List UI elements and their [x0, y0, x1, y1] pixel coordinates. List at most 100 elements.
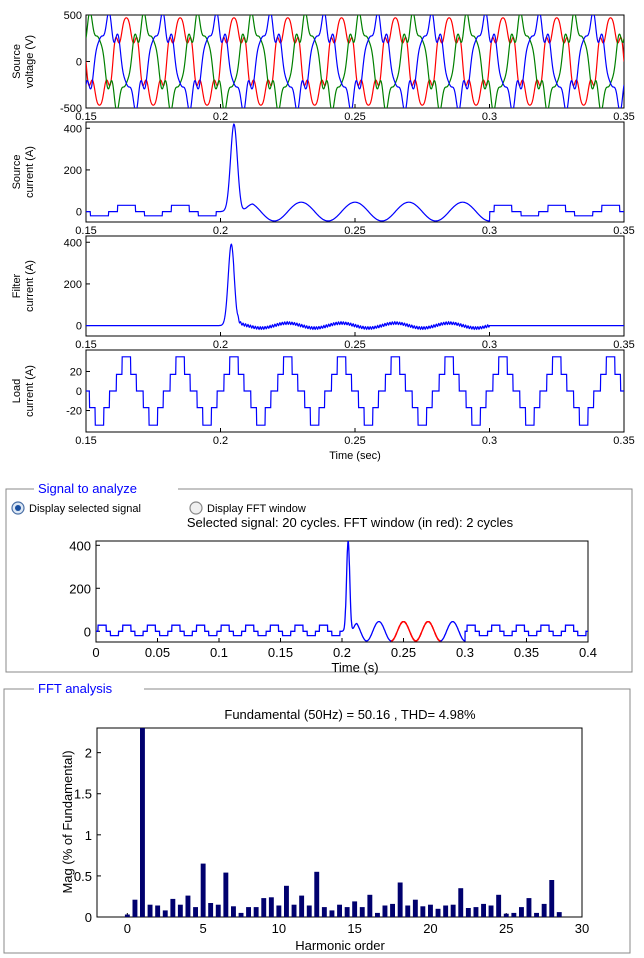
scope-xlabel: Time (sec): [329, 450, 381, 462]
signal-group: Signal to analyze Display selected signa…: [5, 481, 633, 675]
fft-bar: [465, 908, 471, 917]
fft-bar: [140, 728, 145, 917]
fft-bar: [162, 910, 168, 917]
fft-ytick-label: 0.5: [74, 869, 92, 884]
radio-display-selected[interactable]: Display selected signal: [11, 501, 141, 515]
scope-ytick-label: 400: [64, 123, 82, 135]
fft-bar: [208, 903, 214, 917]
scope-plot-frame: [85, 235, 625, 337]
fft-bar: [549, 880, 555, 917]
fft-xtick-label: 30: [575, 921, 589, 936]
fft-xtick-label: 5: [199, 921, 206, 936]
signal-xtick-label: 0.35: [514, 645, 539, 660]
fft-bar: [253, 907, 259, 917]
fft-bar: [359, 907, 365, 917]
fft-bar: [473, 907, 479, 917]
scope-ylabel-line1: Filter: [11, 273, 23, 298]
fft-bar: [458, 888, 464, 917]
scope-ylabel-line2: current (A): [24, 146, 36, 198]
scope-ytick-label: 0: [76, 321, 82, 333]
scope-ytick-label: 200: [64, 279, 82, 291]
fft-xtick-label: 25: [499, 921, 513, 936]
current-line: [86, 123, 624, 222]
scope-plot-3: 400 200 0 0.15 0.2 0.25 0.3 0.35 Filter current (…: [11, 235, 635, 351]
scope-xtick-label: 0.35: [613, 435, 634, 447]
scope-xtick-label: 0.3: [482, 339, 497, 351]
signal-xtick-label: 0.1: [210, 645, 228, 660]
scope-ytick-label: 0: [76, 386, 82, 398]
scope-ytick-label: 500: [64, 10, 82, 22]
scope-panels: 500 0 -500 0.15 0.2 0.25 0.3 0.35 Source voltage …: [11, 10, 635, 447]
fft-bar: [261, 898, 267, 917]
fft-bar: [200, 863, 206, 917]
fft-bar: [519, 907, 524, 917]
fft-bar: [215, 904, 221, 917]
radio-selected-dot: [15, 505, 21, 511]
fft-bar: [231, 906, 236, 917]
scope-ytick-label: -20: [66, 406, 82, 418]
fft-xtick-label: 15: [347, 921, 361, 936]
fft-bar: [314, 871, 320, 917]
scope-ylabel-line2: current (A): [24, 365, 36, 417]
fft-ylabel: Mag (% of Fundamental): [60, 750, 75, 893]
signal-ytick-label: 200: [69, 581, 91, 596]
fft-bar: [268, 897, 274, 917]
scope-xtick-label: 0.35: [613, 339, 634, 351]
fft-bar: [375, 912, 380, 917]
scope-ylabel-line2: current (A): [24, 260, 36, 312]
fft-group: FFT analysis Fundamental (50Hz) = 50.16 …: [3, 681, 631, 954]
signal-xtick-label: 0: [92, 645, 99, 660]
scope-ytick-label: -500: [60, 103, 82, 115]
fft-bar: [420, 906, 426, 917]
radio-display-fft[interactable]: Display FFT window: [189, 501, 306, 515]
fft-bar: [397, 882, 403, 917]
fft-bar: [541, 903, 547, 917]
signal-xtick-label: 0.2: [333, 645, 351, 660]
fft-bar: [382, 905, 388, 917]
scope-plot-2: 400 200 0 0.15 0.2 0.25 0.3 0.35 Source current (…: [11, 121, 635, 237]
fft-bar: [496, 894, 502, 917]
scope-ytick-label: 0: [76, 207, 82, 219]
voltage-phase-c-line: [86, 15, 624, 108]
fft-bar: [503, 913, 509, 917]
voltage-phase-a-line: [86, 17, 624, 106]
signal-fft-window-line: [391, 620, 441, 642]
scope-plot-frame: [85, 121, 625, 223]
fft-bar: [526, 898, 532, 917]
fft-bar: [306, 905, 312, 917]
scope-plot-4: 20 0 -20 0.15 0.2 0.25 0.3 0.35 Load current (A): [11, 349, 635, 447]
fft-bar: [238, 912, 244, 917]
fft-xtick-label: 10: [272, 921, 286, 936]
signal-xtick-label: 0.25: [391, 645, 416, 660]
fft-bar: [352, 901, 358, 917]
fft-group-title-bg: [34, 681, 144, 697]
scope-xtick-label: 0.25: [344, 339, 365, 351]
scope-xtick-label: 0.2: [213, 435, 228, 447]
fft-plot: 2 1.5 1 0.5 0 0 5 10 15 20 25 30: [74, 727, 589, 936]
scope-ylabel-line1: Source: [11, 44, 23, 79]
radio-fft-outer[interactable]: [189, 501, 203, 515]
signal-xtick-label: 0.15: [268, 645, 293, 660]
signal-group-title: Signal to analyze: [38, 481, 137, 496]
fft-bar: [147, 904, 153, 917]
fft-ytick-label: 2: [85, 746, 92, 761]
scope-xtick-label: 0.3: [482, 111, 497, 123]
signal-xtick-label: 0.4: [579, 645, 597, 660]
radio-display-fft-label: Display FFT window: [207, 503, 306, 515]
scope-xtick-label: 0.3: [482, 225, 497, 237]
fft-ytick-label: 1.5: [74, 787, 92, 802]
current-line: [86, 243, 624, 331]
fft-xtick-label: 0: [124, 921, 131, 936]
voltage-phase-b-line: [86, 15, 624, 108]
fft-bar: [329, 910, 335, 917]
signal-group-frame: [5, 488, 633, 673]
fft-bar: [321, 907, 327, 917]
fft-bar: [291, 904, 297, 917]
scope-xtick-label: 0.15: [75, 435, 96, 447]
fft-bar: [284, 885, 289, 917]
fft-bar: [246, 907, 251, 917]
fft-bar: [367, 894, 373, 917]
scope-ylabel-line2: voltage (V): [24, 35, 36, 88]
fft-bar: [193, 907, 198, 917]
